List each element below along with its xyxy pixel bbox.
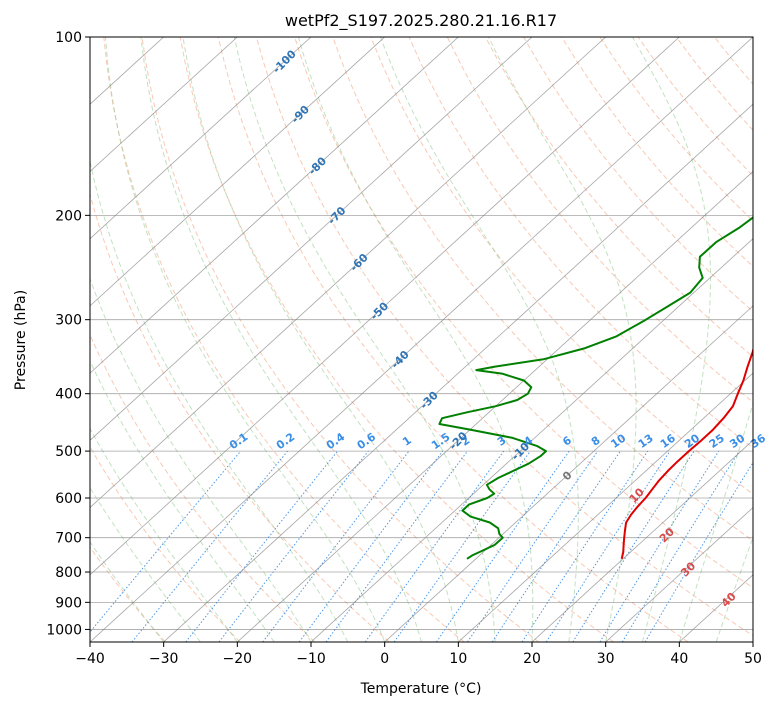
x-axis-label: Temperature (°C) <box>360 681 482 697</box>
isotherm-line <box>90 37 385 307</box>
dry-adiabat-line <box>90 333 316 642</box>
dry-adiabat-line <box>294 37 753 589</box>
dry-adiabat-line <box>103 37 465 642</box>
moist-adiabat-line <box>297 37 534 642</box>
moist-adiabat-line <box>233 37 496 642</box>
isotherm-line <box>90 37 533 441</box>
isotherm-line <box>531 439 753 642</box>
dry-adiabat-line <box>446 37 753 403</box>
isotherm-line <box>458 372 753 642</box>
moist-adiabat-line <box>715 535 753 642</box>
y-tick-label: 1000 <box>46 622 82 638</box>
dry-adiabat-line <box>141 37 540 642</box>
y-tick-label: 400 <box>55 387 82 403</box>
x-tick-label: −40 <box>75 651 105 667</box>
mixing-ratio-line <box>572 450 695 642</box>
dry-adiabat-line <box>179 37 614 642</box>
mixing-ratio-line <box>491 450 621 642</box>
moist-adiabat-line <box>90 427 238 642</box>
mixing-ratio-line <box>435 450 570 642</box>
plot-frame <box>89 36 754 643</box>
isotherm-line <box>163 103 753 642</box>
y-tick-label: 700 <box>55 531 82 547</box>
x-tick-label: 0 <box>380 651 389 667</box>
x-tick-label: 10 <box>449 651 467 667</box>
mixing-ratio-line <box>467 450 599 642</box>
dewpoint-profile-line <box>438 216 753 560</box>
isotherm-line <box>605 507 753 642</box>
dry-adiabat-line <box>370 37 753 495</box>
grid-layer <box>90 37 753 642</box>
mixing-ratio-line <box>364 450 505 642</box>
x-tick-label: 30 <box>597 651 615 667</box>
x-tick-label: 20 <box>523 651 541 667</box>
moist-adiabat-line <box>90 359 275 642</box>
isotherm-line <box>384 305 753 642</box>
y-axis-label: Pressure (hPa) <box>13 290 29 390</box>
y-tick-label: 300 <box>55 313 82 329</box>
temperature-profile-line <box>620 346 753 560</box>
y-axis: 100 200 300 400 500 600 700 800 900 1000 <box>46 30 90 638</box>
moist-adiabat-line <box>182 37 459 642</box>
mixing-ratio-line <box>298 450 444 642</box>
isotherm-line <box>90 37 312 240</box>
mixing-ratio-line <box>621 450 740 642</box>
mixing-ratio-line <box>644 461 753 642</box>
y-tick-label: 600 <box>55 491 82 507</box>
y-tick-label: 800 <box>55 565 82 581</box>
mixing-ratio-line <box>521 450 649 642</box>
moist-adiabat-line <box>678 401 753 642</box>
y-tick-label: 900 <box>55 595 82 611</box>
isotherm-line <box>90 37 753 642</box>
y-tick-label: 500 <box>55 444 82 460</box>
y-tick-label: 200 <box>55 208 82 224</box>
x-tick-label: −30 <box>149 651 179 667</box>
mixing-ratio-line <box>262 450 410 642</box>
y-tick-label: 100 <box>55 30 82 46</box>
moist-adiabat-line <box>380 37 579 642</box>
moist-adiabat-line <box>632 37 711 642</box>
isotherm-line <box>90 37 680 576</box>
data-layer <box>438 216 753 560</box>
dry-adiabat-line <box>217 37 689 642</box>
chart-title: wetPf2_S197.2025.280.21.16.R17 <box>285 11 557 31</box>
mixing-ratio-line <box>218 450 369 642</box>
moist-adiabat-line <box>488 37 637 642</box>
isotherm-line <box>237 170 753 642</box>
isotherm-line <box>310 238 753 642</box>
mixing-ratio-line <box>325 450 468 642</box>
x-tick-label: −20 <box>223 651 253 667</box>
x-tick-label: 40 <box>670 651 688 667</box>
x-tick-label: −10 <box>296 651 326 667</box>
mixing-ratio-line <box>545 450 671 642</box>
dry-adiabat-line <box>523 37 753 313</box>
x-axis: −40 −30 −20 −10 0 10 20 30 40 50 <box>75 642 762 667</box>
x-tick-label: 50 <box>744 651 762 667</box>
isotherm-line <box>90 37 606 509</box>
moist-adiabat-line <box>140 37 422 642</box>
mixing-ratio-line <box>599 450 720 642</box>
moist-adiabat-line <box>90 158 349 642</box>
isotherm-line <box>90 37 459 374</box>
isotherm-line <box>90 37 238 172</box>
dry-adiabat-line <box>90 445 241 642</box>
